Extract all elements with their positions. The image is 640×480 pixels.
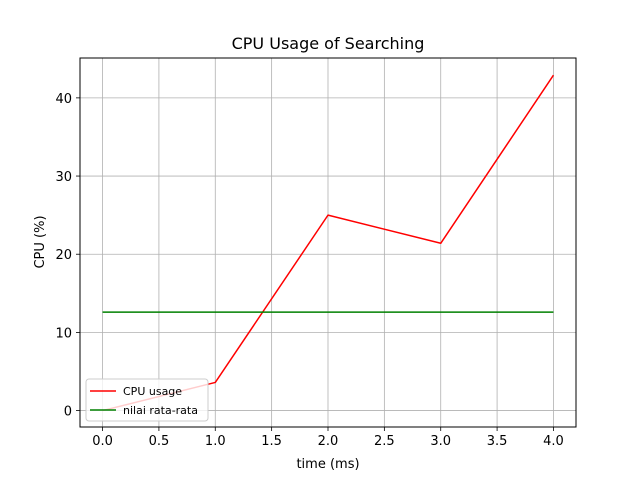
y-tick-label: 0 <box>64 405 72 420</box>
legend-box <box>85 378 209 422</box>
x-tick-label: 4.0 <box>543 434 564 449</box>
y-tick-label: 30 <box>55 170 72 185</box>
x-tick-label: 1.5 <box>261 434 282 449</box>
x-tick-label: 3.0 <box>430 434 451 449</box>
x-tick-label: 0.0 <box>92 434 113 449</box>
y-tick-label: 40 <box>55 92 72 107</box>
legend-label-cpu-usage: CPU usage <box>123 385 182 398</box>
x-tick-label: 2.0 <box>318 434 339 449</box>
legend-label-nilai-rata-rata: nilai rata-rata <box>123 404 198 417</box>
y-tick-label: 20 <box>55 248 72 263</box>
x-tick-label: 3.5 <box>487 434 508 449</box>
chart-title: CPU Usage of Searching <box>232 34 425 53</box>
legend: CPU usage nilai rata-rata <box>85 378 209 422</box>
x-tick-label: 1.0 <box>205 434 226 449</box>
ticks: 0.0 0.5 1.0 1.5 2.0 2.5 3.0 3.5 4.0 0 10 20 30 40 <box>55 92 563 449</box>
y-axis-label: CPU (%) <box>33 215 48 268</box>
y-tick-label: 10 <box>55 326 72 341</box>
x-axis-label: time (ms) <box>296 457 359 472</box>
x-tick-label: 0.5 <box>149 434 170 449</box>
x-tick-label: 2.5 <box>374 434 395 449</box>
grid <box>80 58 576 427</box>
